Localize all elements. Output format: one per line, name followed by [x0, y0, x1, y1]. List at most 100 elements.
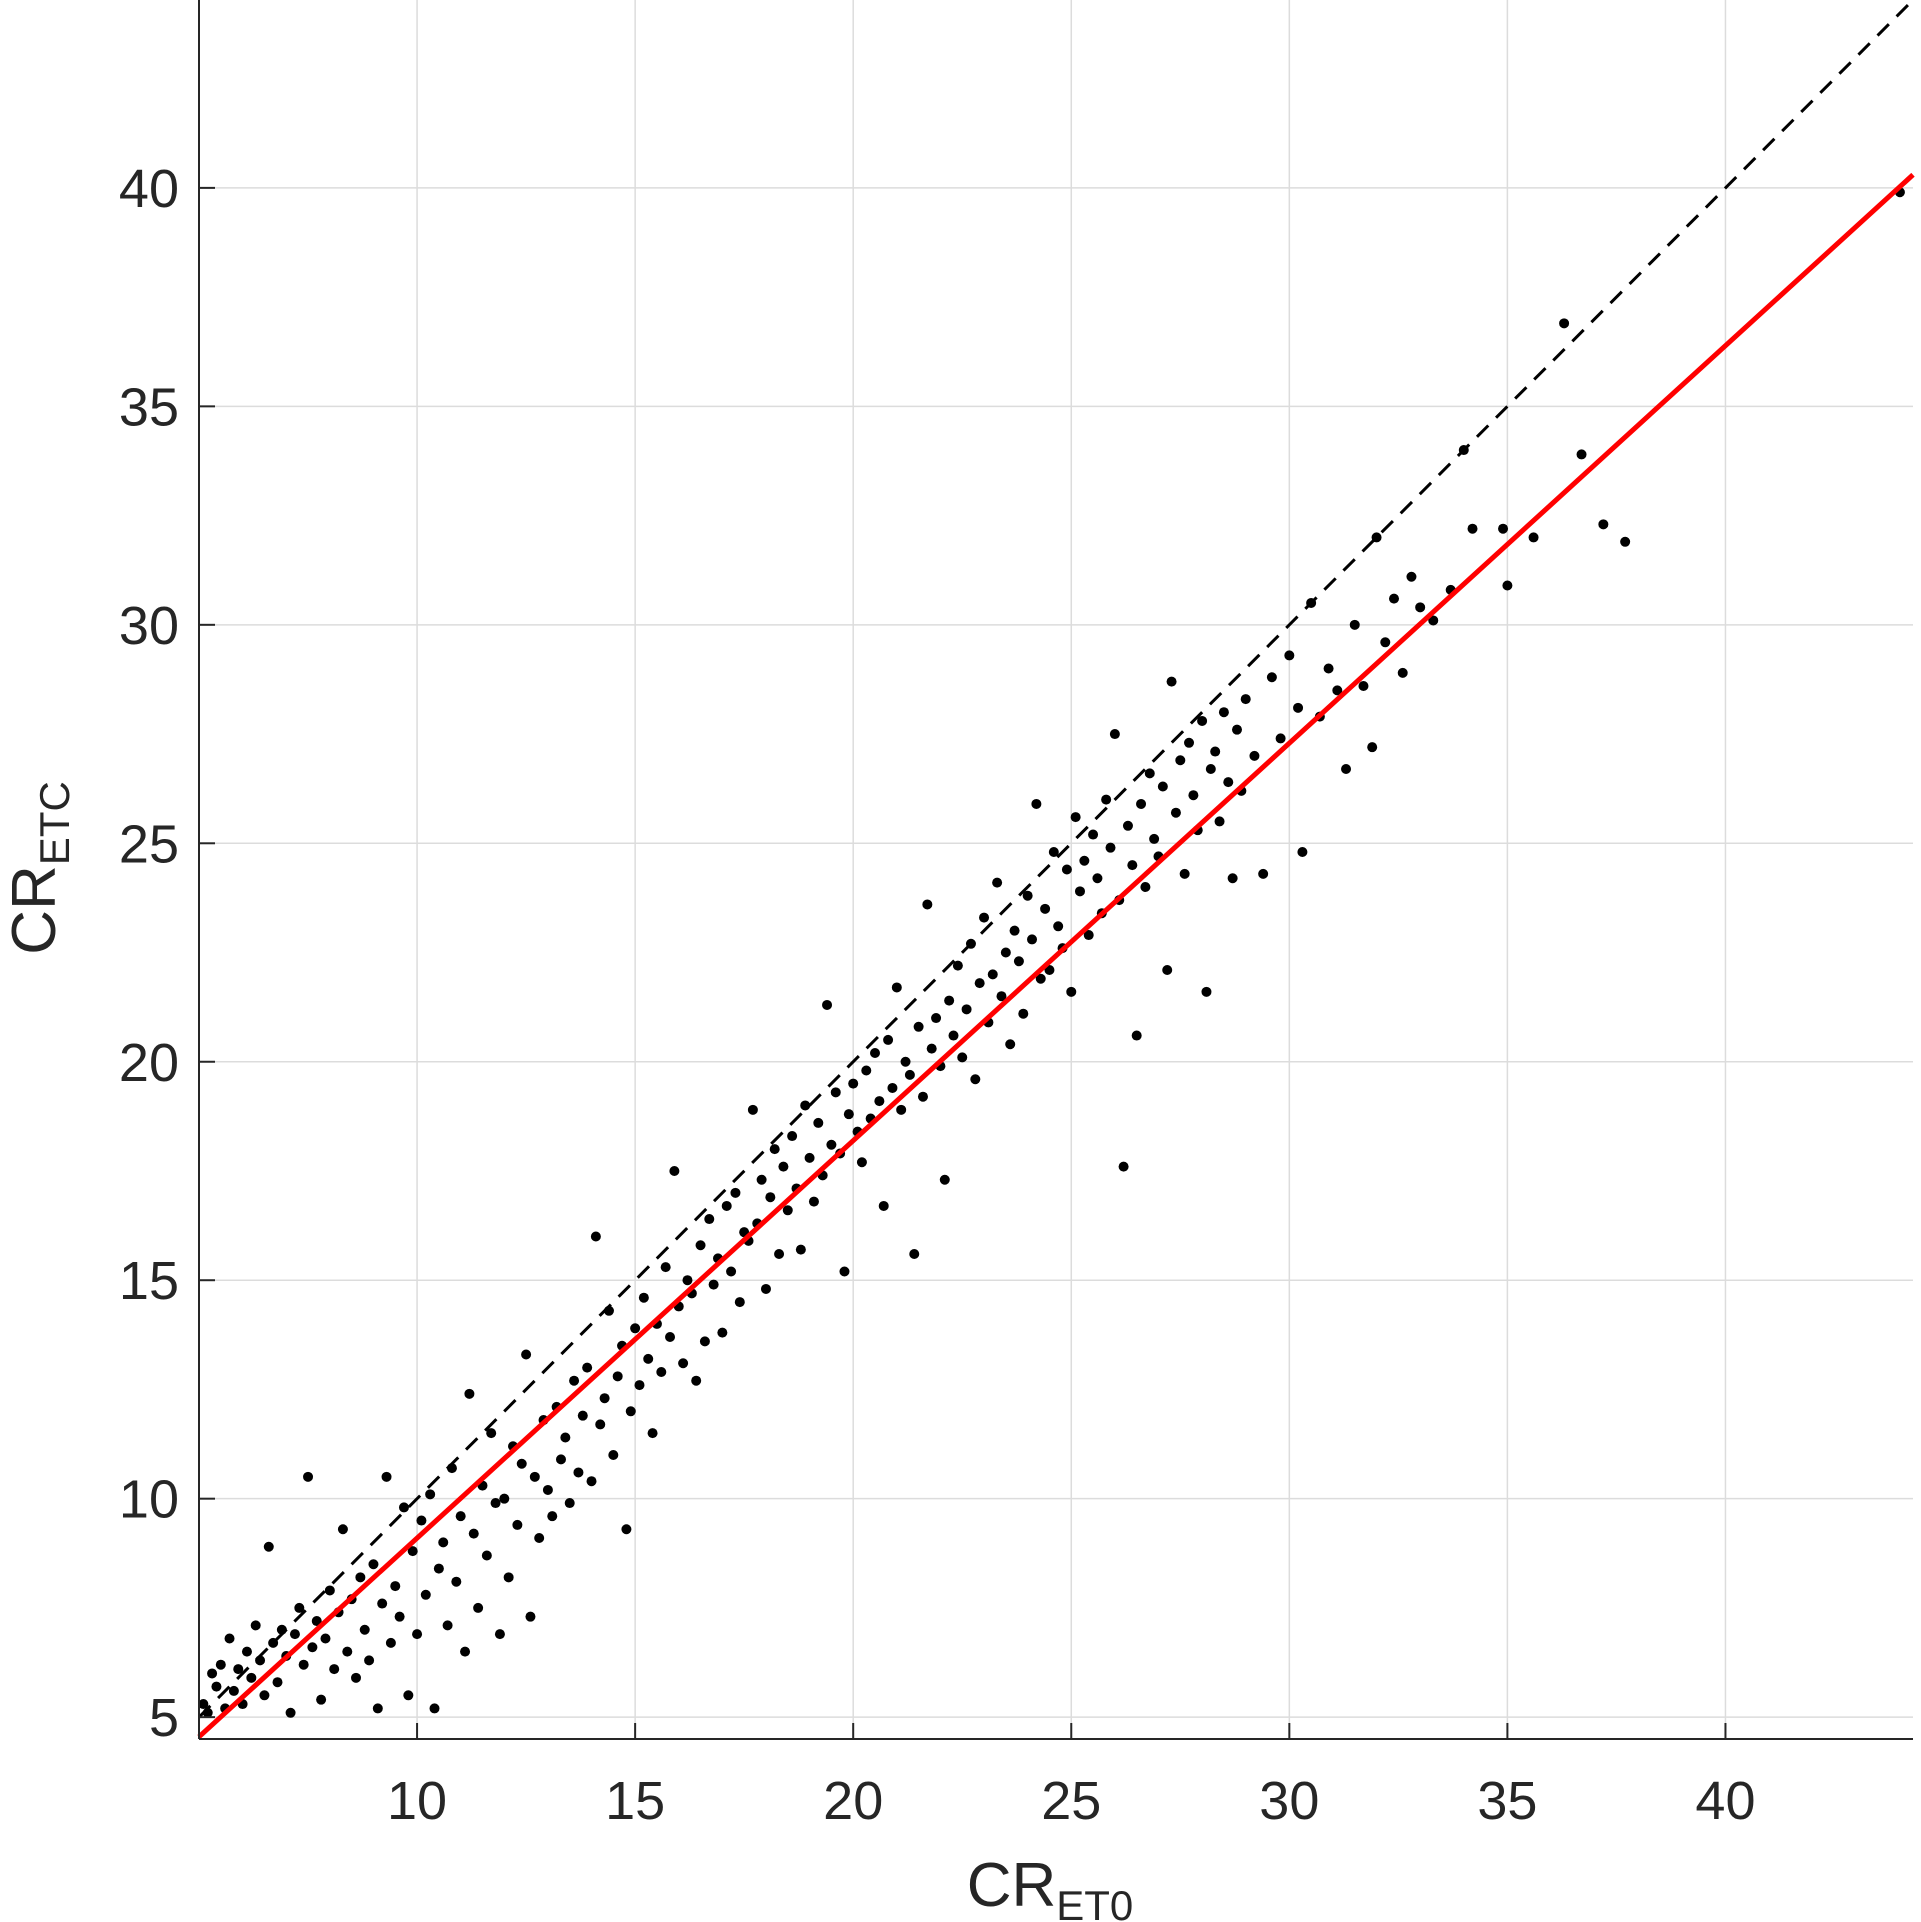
data-point — [289, 1629, 300, 1640]
data-point — [590, 1231, 601, 1242]
data-point — [730, 1187, 741, 1198]
data-point — [364, 1655, 375, 1666]
data-point — [1231, 724, 1242, 735]
data-point — [1027, 934, 1038, 945]
data-point — [525, 1611, 536, 1622]
fit-line-layer — [197, 172, 1915, 1739]
data-point — [1131, 1030, 1142, 1041]
data-point — [294, 1602, 305, 1613]
data-point — [939, 1174, 950, 1185]
data-point — [778, 1161, 789, 1172]
data-point — [612, 1371, 623, 1382]
data-point — [1127, 860, 1138, 871]
data-point — [1144, 768, 1155, 779]
data-point — [830, 1087, 841, 1098]
data-point — [468, 1528, 479, 1539]
data-point — [1184, 737, 1195, 748]
data-point — [970, 1074, 981, 1085]
data-point — [1031, 798, 1042, 809]
data-point — [398, 1502, 409, 1513]
data-point — [473, 1602, 484, 1613]
data-point — [904, 1069, 915, 1080]
data-point — [324, 1585, 335, 1596]
data-point — [961, 1004, 972, 1015]
data-point — [429, 1703, 440, 1714]
data-point — [198, 1699, 209, 1710]
data-point — [1166, 676, 1177, 687]
data-point — [795, 1244, 806, 1255]
data-point — [669, 1165, 680, 1176]
data-point — [442, 1620, 453, 1631]
data-point — [1266, 672, 1277, 683]
data-point — [1223, 777, 1234, 788]
data-point — [721, 1200, 732, 1211]
data-point — [608, 1449, 619, 1460]
data-point — [1157, 781, 1168, 792]
data-point — [455, 1511, 466, 1522]
data-point — [307, 1642, 318, 1653]
data-point — [808, 1196, 819, 1207]
data-point — [630, 1323, 641, 1334]
data-point — [952, 960, 963, 971]
data-point — [765, 1192, 776, 1203]
data-point — [1079, 855, 1090, 866]
data-point — [1498, 523, 1509, 534]
data-point — [922, 899, 933, 910]
data-point — [979, 912, 990, 923]
data-point — [316, 1694, 327, 1705]
data-point — [1297, 847, 1308, 858]
data-point — [822, 999, 833, 1010]
data-point — [555, 1454, 566, 1465]
data-point — [577, 1410, 588, 1421]
data-point — [1528, 532, 1539, 543]
data-point — [298, 1659, 309, 1670]
data-point — [634, 1380, 645, 1391]
data-point — [717, 1327, 728, 1338]
data-point — [320, 1633, 331, 1644]
data-point — [1179, 868, 1190, 879]
x-tick-label: 20 — [823, 1771, 883, 1831]
data-point — [1048, 847, 1059, 858]
data-point — [1105, 842, 1116, 853]
x-tick-label: 40 — [1695, 1771, 1755, 1831]
data-point — [1005, 1039, 1016, 1050]
data-point — [503, 1572, 514, 1583]
data-point — [1170, 807, 1181, 818]
data-point — [1218, 707, 1229, 718]
axes — [198, 0, 1913, 1740]
data-point — [451, 1576, 462, 1587]
data-point — [351, 1672, 362, 1683]
data-point — [1458, 445, 1469, 456]
data-point — [726, 1266, 737, 1277]
data-point — [856, 1157, 867, 1168]
data-point — [917, 1091, 928, 1102]
data-point — [490, 1498, 501, 1509]
data-point — [1009, 925, 1020, 936]
data-point — [1559, 318, 1570, 329]
data-point — [1118, 1161, 1129, 1172]
y-axis-label: CRETC — [0, 781, 78, 955]
data-point — [891, 982, 902, 993]
data-point — [246, 1672, 257, 1683]
data-point — [529, 1471, 540, 1482]
data-point — [625, 1406, 636, 1417]
data-point — [913, 1021, 924, 1032]
data-point — [420, 1589, 431, 1600]
data-point — [1197, 715, 1208, 726]
data-point — [647, 1428, 658, 1439]
data-point — [582, 1362, 593, 1373]
y-tick-label: 30 — [119, 596, 179, 656]
data-point — [1022, 890, 1033, 901]
data-point — [874, 1096, 885, 1107]
data-point — [1188, 790, 1199, 801]
data-point — [215, 1659, 226, 1670]
data-point — [1201, 986, 1212, 997]
data-point — [342, 1646, 353, 1657]
data-point — [228, 1685, 239, 1696]
y-axis-label-main: CR — [0, 865, 69, 955]
data-point — [1109, 729, 1120, 740]
data-point — [211, 1681, 222, 1692]
tick-labels: 10 15 20 25 30 35 40 5 10 15 20 25 30 35 40 — [119, 159, 1756, 1831]
data-point — [464, 1388, 475, 1399]
